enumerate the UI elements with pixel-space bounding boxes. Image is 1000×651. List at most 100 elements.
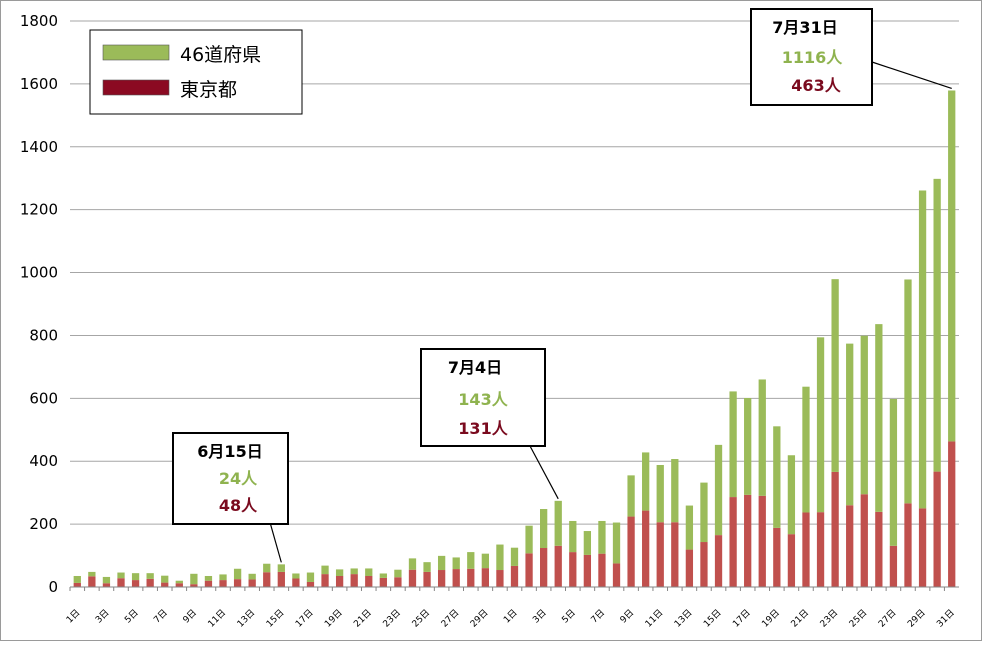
bar-tokyo	[292, 578, 300, 587]
bar-tokyo	[598, 553, 606, 587]
bar-tokyo	[437, 570, 446, 587]
bar-prefectures	[321, 565, 329, 575]
bar-tokyo	[423, 571, 431, 587]
bar-tokyo	[467, 568, 475, 587]
bar-prefectures	[481, 553, 489, 569]
bar-prefectures	[365, 568, 373, 576]
bar-prefectures	[292, 573, 300, 579]
y-tick-label: 1400	[20, 138, 58, 156]
bar-tokyo	[758, 495, 766, 587]
bar-prefectures	[452, 557, 460, 570]
bar-tokyo	[365, 575, 373, 587]
bar-prefectures	[656, 464, 664, 523]
bar-prefectures	[758, 379, 766, 496]
callout-jul4-leader	[529, 445, 559, 500]
bar-tokyo	[671, 522, 679, 587]
callout-jun15-box	[172, 432, 289, 525]
bar-prefectures	[933, 178, 941, 472]
bar-tokyo	[685, 549, 694, 587]
legend-label-prefectures: 46道府県	[180, 44, 261, 66]
bar-prefectures	[408, 558, 417, 570]
callout-jul31-box	[750, 8, 873, 106]
bar-tokyo	[306, 581, 315, 587]
bar-tokyo	[190, 584, 198, 587]
bar-tokyo	[846, 505, 854, 587]
bar-prefectures	[233, 568, 242, 580]
callout-jul4-tokyo: 131人	[458, 419, 508, 438]
bar-prefectures	[175, 580, 183, 584]
bar-prefectures	[540, 509, 548, 549]
y-axis-ticks: 0 200 400 600 800 1000 1200 1400 1600 1800	[20, 12, 58, 596]
bar-prefectures	[598, 520, 606, 554]
y-tick-label: 200	[29, 515, 58, 533]
bar-tokyo	[277, 571, 285, 587]
bar-tokyo	[510, 565, 519, 587]
bar-tokyo	[816, 512, 825, 587]
y-tick-label: 1200	[20, 201, 58, 219]
bar-tokyo	[73, 582, 81, 587]
bar-tokyo	[379, 577, 387, 587]
bar-prefectures	[131, 573, 140, 581]
bar-tokyo	[131, 580, 140, 587]
bar-tokyo	[496, 570, 504, 587]
bar-prefectures	[685, 505, 694, 550]
bar-tokyo	[263, 572, 271, 587]
bar-prefectures	[263, 563, 271, 573]
callout-jul31-leader	[871, 61, 952, 90]
bar-prefectures	[554, 500, 562, 546]
bar-tokyo	[408, 569, 417, 587]
bar-tokyo	[642, 510, 650, 587]
bar-prefectures	[612, 522, 621, 564]
bar-prefectures	[627, 475, 635, 517]
bar-prefectures	[467, 552, 475, 569]
bar-prefectures	[889, 398, 898, 546]
bar-tokyo	[452, 569, 460, 587]
callout-jul31-tokyo: 463人	[791, 76, 841, 95]
bar-prefectures	[816, 337, 825, 513]
bar-tokyo	[948, 441, 956, 587]
bar-tokyo	[175, 583, 183, 587]
bar-prefectures	[88, 571, 96, 577]
bar-prefectures	[875, 324, 883, 512]
bar-prefectures	[350, 568, 358, 575]
bar-prefectures	[306, 572, 315, 582]
bar-tokyo	[904, 503, 912, 587]
bar-prefectures	[918, 190, 927, 509]
callout-jul4-title: 7月4日	[448, 358, 502, 377]
callout-jul4: 7月4日 143人 131人	[420, 348, 559, 500]
bar-prefectures	[277, 564, 285, 572]
bar-tokyo	[787, 534, 796, 587]
bar-prefectures	[569, 520, 577, 553]
bar-prefectures	[860, 335, 868, 495]
bar-tokyo	[394, 577, 402, 587]
bar-tokyo	[700, 542, 708, 587]
bar-prefectures	[525, 525, 533, 554]
bar-tokyo	[88, 576, 96, 587]
bar-prefectures	[642, 452, 650, 511]
bar-tokyo	[569, 552, 577, 587]
bar-prefectures	[729, 391, 737, 498]
bar-tokyo	[161, 582, 169, 587]
bar-tokyo	[773, 527, 781, 587]
y-tick-label: 1600	[20, 75, 58, 93]
bar-prefectures	[102, 576, 111, 584]
bar-tokyo	[831, 471, 839, 587]
callout-jul4-prefectures: 143人	[458, 390, 508, 409]
y-tick-label: 600	[29, 389, 58, 407]
bar-tokyo	[350, 574, 358, 587]
bar-prefectures	[219, 574, 227, 581]
bar-prefectures	[248, 573, 256, 580]
legend-swatch-prefectures	[102, 44, 170, 61]
bar-prefectures	[204, 575, 213, 581]
legend-box	[89, 29, 303, 115]
bar-tokyo	[612, 563, 621, 587]
bar-tokyo	[656, 522, 664, 587]
bar-tokyo	[714, 535, 723, 587]
bar-tokyo	[117, 578, 125, 587]
bar-prefectures	[437, 555, 446, 571]
bar-prefectures	[831, 279, 839, 472]
bar-tokyo	[525, 553, 533, 587]
bar-prefectures	[714, 444, 723, 536]
bar-tokyo	[146, 578, 154, 587]
